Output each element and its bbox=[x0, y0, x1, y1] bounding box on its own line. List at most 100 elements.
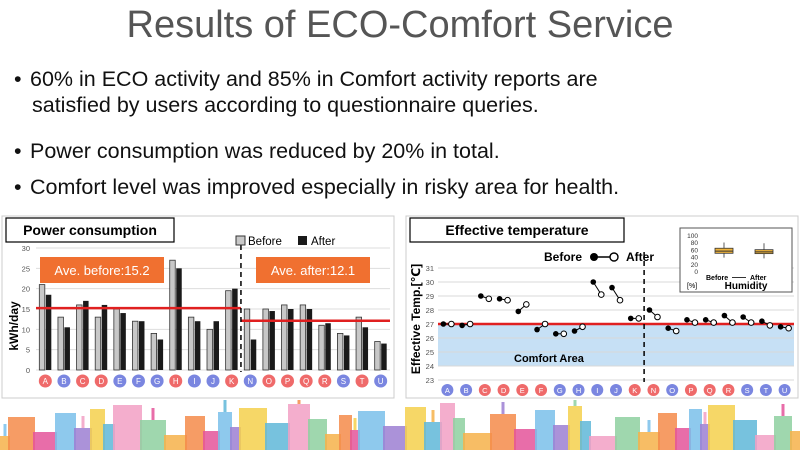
y-tick-label: 28 bbox=[426, 306, 434, 315]
bar-before bbox=[187, 316, 195, 371]
legend-before-label: Before bbox=[248, 236, 282, 248]
bar-before bbox=[132, 320, 139, 371]
category-label: A bbox=[43, 377, 49, 386]
category-label: D bbox=[501, 386, 507, 395]
category-marker bbox=[355, 374, 369, 388]
point-before bbox=[684, 317, 690, 323]
bar-before bbox=[150, 333, 158, 371]
point-before bbox=[496, 296, 503, 302]
bar-after bbox=[45, 294, 52, 370]
bullet-text-line: Power consumption was reduced by 20% in … bbox=[30, 139, 500, 163]
category-label: P bbox=[688, 386, 693, 395]
skyline-building bbox=[689, 409, 702, 450]
category-label: H bbox=[173, 377, 179, 386]
bullet-glyph: • bbox=[14, 175, 22, 199]
y-tick-label: 25 bbox=[426, 348, 434, 357]
humidity-tick: 80 bbox=[691, 240, 699, 247]
category-label: Q bbox=[707, 386, 713, 395]
bar-before bbox=[94, 316, 102, 371]
category-marker bbox=[497, 384, 510, 396]
comfort-area-band bbox=[438, 324, 794, 366]
skyline-building bbox=[405, 407, 426, 450]
legend-after-label: After bbox=[626, 250, 654, 264]
bullet-power: • Power consumption was reduced by 20% in… bbox=[14, 138, 500, 164]
category-marker bbox=[243, 374, 257, 388]
point-after bbox=[710, 319, 717, 326]
skyline-building bbox=[638, 432, 660, 450]
legend-after-marker bbox=[609, 252, 619, 262]
bars bbox=[38, 259, 387, 371]
point-after bbox=[523, 301, 530, 308]
category-marker bbox=[759, 384, 772, 396]
skyline-building bbox=[675, 428, 691, 450]
skyline-building bbox=[514, 429, 537, 450]
point-after bbox=[448, 320, 455, 328]
skyline-building bbox=[113, 405, 142, 450]
legend-before-swatch bbox=[235, 235, 246, 246]
point-before bbox=[665, 325, 672, 331]
category-marker bbox=[318, 374, 332, 388]
category-label: N bbox=[247, 377, 253, 386]
skyline-building bbox=[358, 411, 385, 450]
category-marker bbox=[591, 384, 604, 396]
category-label: G bbox=[557, 386, 563, 395]
y-tick-labels: 23 24 25 26 27 28 29 30 31 bbox=[426, 264, 434, 385]
bar-after bbox=[381, 343, 387, 370]
point-after bbox=[729, 319, 736, 326]
category-marker bbox=[478, 384, 491, 396]
bar-after bbox=[213, 321, 219, 370]
category-marker bbox=[187, 374, 201, 388]
skyline-spire bbox=[3, 424, 7, 436]
point-after bbox=[672, 327, 680, 335]
effective-temperature-chart: 23 24 25 26 27 28 29 30 31 A B C D E F G H I J K N O P Q R S T U C… bbox=[405, 215, 799, 399]
category-marker bbox=[374, 374, 388, 388]
ave-after-label: Ave. after:12.1 bbox=[271, 263, 355, 278]
legend-before-marker bbox=[590, 253, 598, 261]
category-marker bbox=[666, 384, 679, 396]
bar-after bbox=[157, 339, 164, 370]
skyline-building bbox=[700, 424, 710, 450]
bullet-text-line: satisfied by users according to question… bbox=[32, 93, 539, 117]
skyline-building bbox=[490, 414, 516, 450]
point-after bbox=[691, 319, 699, 326]
bar-after bbox=[306, 309, 313, 370]
legend-before-label: Before bbox=[544, 250, 582, 264]
point-after bbox=[504, 296, 511, 304]
skyline-building bbox=[463, 433, 492, 450]
category-marker bbox=[299, 374, 313, 388]
bar-before bbox=[243, 308, 251, 371]
category-label: E bbox=[520, 386, 525, 395]
legend-after-swatch bbox=[298, 236, 307, 245]
skyline-building bbox=[424, 422, 442, 450]
humidity-tick: 60 bbox=[691, 247, 699, 254]
skyline-spire bbox=[781, 404, 785, 416]
category-label: U bbox=[378, 377, 384, 386]
category-label: T bbox=[360, 377, 365, 386]
skyline-building bbox=[288, 404, 310, 450]
skyline-spire bbox=[151, 408, 155, 420]
category-marker bbox=[94, 374, 108, 388]
humidity-title: Humidity bbox=[725, 281, 768, 292]
bar-after bbox=[343, 335, 350, 370]
point-before bbox=[515, 308, 522, 315]
bar-before bbox=[225, 290, 232, 371]
bar-after bbox=[194, 321, 201, 370]
city-skyline-decoration bbox=[0, 400, 800, 450]
skyline-spire bbox=[703, 412, 707, 424]
y-tick-label: 23 bbox=[426, 376, 434, 385]
skyline-building bbox=[453, 418, 465, 450]
skyline-building bbox=[164, 435, 187, 450]
category-marker bbox=[610, 384, 622, 396]
point-before bbox=[571, 328, 578, 334]
point-after bbox=[560, 330, 568, 338]
category-label: E bbox=[117, 377, 122, 386]
point-before bbox=[609, 284, 615, 291]
category-label: H bbox=[576, 386, 581, 395]
bar-before bbox=[355, 316, 362, 371]
slide-title: Results of ECO-Comfort Service bbox=[126, 4, 674, 46]
y-tick-label: 27 bbox=[426, 320, 434, 329]
point-after bbox=[785, 324, 792, 332]
category-label: Q bbox=[303, 377, 309, 386]
point-after bbox=[616, 296, 624, 304]
